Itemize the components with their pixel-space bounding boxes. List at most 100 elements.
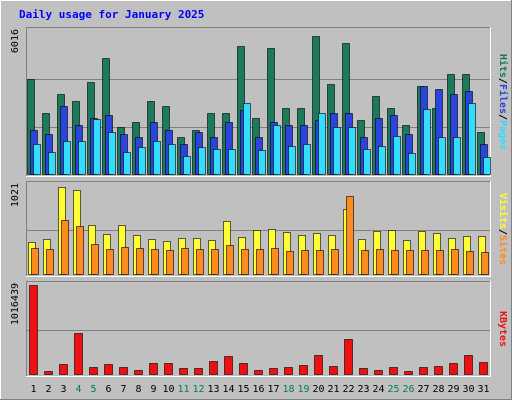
bar-pages-day-16 xyxy=(258,150,266,175)
bar-kbytes-day-19 xyxy=(299,365,308,375)
panel-bottom: 1016439 KBytes xyxy=(10,281,508,377)
bar-pages-day-24 xyxy=(378,146,386,175)
plot-area-bottom xyxy=(26,281,491,377)
legend-separator: / xyxy=(497,114,508,120)
bar-sites-day-18 xyxy=(286,251,294,275)
panel-top: 6016 Hits/Files/Pages xyxy=(10,27,509,177)
bar-pages-day-25 xyxy=(393,136,401,175)
x-tick-label-day-10: 10 xyxy=(162,384,174,395)
legend-item-files: Files xyxy=(497,84,509,114)
bar-sites-day-6 xyxy=(106,249,114,275)
bar-kbytes-day-2 xyxy=(44,371,53,375)
bar-pages-day-31 xyxy=(483,157,491,175)
bar-sites-day-31 xyxy=(481,252,489,275)
x-tick-label-day-18: 18 xyxy=(282,384,294,395)
x-tick-label-day-3: 3 xyxy=(60,384,66,395)
bar-sites-day-27 xyxy=(421,250,429,275)
bar-sites-day-13 xyxy=(211,249,219,275)
bar-sites-day-14 xyxy=(226,245,234,275)
bar-kbytes-day-28 xyxy=(434,366,443,375)
bar-sites-day-1 xyxy=(31,248,39,275)
bar-pages-day-30 xyxy=(468,103,476,175)
bar-sites-day-3 xyxy=(61,220,69,275)
bar-kbytes-day-14 xyxy=(224,356,233,375)
series-kbytes xyxy=(29,285,488,375)
bar-pages-day-29 xyxy=(453,137,461,175)
bar-sites-day-8 xyxy=(136,248,144,275)
bar-pages-day-27 xyxy=(423,109,431,175)
x-tick-label-day-2: 2 xyxy=(45,384,51,395)
x-axis-day-labels: 1 2 3 4 5 6 7 8 9 10 11 12 13 14 15 16 17 18 19 20 21 22 23 24 2… xyxy=(30,384,489,395)
x-tick-label-day-7: 7 xyxy=(120,384,126,395)
bar-kbytes-day-31 xyxy=(479,362,488,375)
bar-pages-day-1 xyxy=(33,144,41,175)
x-tick-label-day-20: 20 xyxy=(312,384,324,395)
bar-kbytes-day-13 xyxy=(209,361,218,375)
bar-kbytes-day-7 xyxy=(119,367,128,375)
x-tick-label-day-9: 9 xyxy=(150,384,156,395)
x-tick-label-day-23: 23 xyxy=(357,384,369,395)
bar-sites-day-23 xyxy=(361,250,369,275)
bar-kbytes-day-16 xyxy=(254,370,263,375)
bar-pages-day-11 xyxy=(183,156,191,175)
x-tick-label-day-24: 24 xyxy=(372,384,384,395)
bar-pages-day-14 xyxy=(228,149,236,175)
bar-pages-day-17 xyxy=(273,125,281,175)
bar-sites-day-4 xyxy=(76,226,84,275)
bar-sites-day-30 xyxy=(466,251,474,275)
bar-kbytes-day-9 xyxy=(149,363,158,375)
bar-kbytes-day-21 xyxy=(329,366,338,375)
bar-sites-day-22 xyxy=(346,196,354,275)
x-tick-label-day-30: 30 xyxy=(462,384,474,395)
x-tick-label-day-11: 11 xyxy=(177,384,189,395)
bar-sites-day-12 xyxy=(196,249,204,275)
y-max-label-bottom: 1016439 xyxy=(10,283,21,325)
bar-sites-day-17 xyxy=(271,248,279,275)
bar-pages-day-10 xyxy=(168,144,176,175)
x-tick-label-day-8: 8 xyxy=(135,384,141,395)
x-tick-label-day-1: 1 xyxy=(30,384,36,395)
bar-kbytes-day-27 xyxy=(419,367,428,375)
bar-pages-day-7 xyxy=(123,152,131,175)
bar-pages-day-4 xyxy=(78,141,86,175)
bar-sites-day-28 xyxy=(436,250,444,275)
x-tick-label-day-25: 25 xyxy=(387,384,399,395)
x-tick-label-day-15: 15 xyxy=(237,384,249,395)
bar-sites-day-10 xyxy=(166,250,174,275)
x-tick-label-day-19: 19 xyxy=(297,384,309,395)
bar-kbytes-day-8 xyxy=(134,370,143,375)
x-tick-label-day-29: 29 xyxy=(447,384,459,395)
bar-pages-day-6 xyxy=(108,132,116,175)
x-tick-label-day-22: 22 xyxy=(342,384,354,395)
bar-kbytes-day-26 xyxy=(404,371,413,375)
legend-item-pages: Pages xyxy=(497,120,508,150)
x-tick-label-day-14: 14 xyxy=(222,384,234,395)
bar-pages-day-20 xyxy=(318,113,326,175)
bar-kbytes-day-5 xyxy=(89,367,98,375)
bar-pages-day-19 xyxy=(303,144,311,175)
bar-kbytes-day-25 xyxy=(389,367,398,375)
x-tick-label-day-17: 17 xyxy=(267,384,279,395)
legend-item-sites: Sites xyxy=(497,235,509,265)
legend-separator: / xyxy=(497,78,508,84)
bar-pages-day-18 xyxy=(288,146,296,175)
bar-kbytes-day-24 xyxy=(374,370,383,375)
bar-pages-day-23 xyxy=(363,149,371,175)
series-pages xyxy=(33,103,491,175)
legend-bottom: KBytes xyxy=(497,311,508,347)
bar-pages-day-12 xyxy=(198,147,206,175)
bar-kbytes-day-1 xyxy=(29,285,38,375)
bar-sites-day-16 xyxy=(256,249,264,275)
x-tick-label-day-21: 21 xyxy=(327,384,339,395)
bar-kbytes-day-10 xyxy=(164,363,173,375)
bar-sites-day-5 xyxy=(91,244,99,275)
bar-kbytes-day-3 xyxy=(59,364,68,375)
x-tick-label-day-16: 16 xyxy=(252,384,264,395)
bar-sites-day-7 xyxy=(121,247,129,275)
bar-pages-day-2 xyxy=(48,152,56,175)
legend-top: Hits/Files/Pages xyxy=(497,54,509,150)
bar-kbytes-day-12 xyxy=(194,368,203,375)
bar-pages-day-21 xyxy=(333,127,341,175)
legend-separator: / xyxy=(497,229,508,235)
y-max-label-top: 6016 xyxy=(10,29,21,53)
